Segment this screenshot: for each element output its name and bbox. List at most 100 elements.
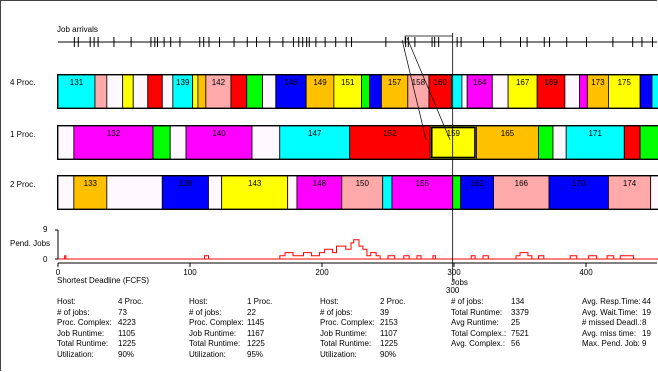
job-block[interactable] (639, 74, 653, 109)
job-id-label: 139 (176, 78, 190, 87)
job-block[interactable] (552, 125, 567, 160)
job-id-label: 147 (308, 129, 322, 138)
job-block[interactable] (287, 175, 298, 210)
job-block[interactable] (382, 175, 393, 210)
algorithm-label: Shortest Deadline (FCFS) (57, 276, 150, 285)
job-block[interactable] (461, 74, 468, 109)
job-id-label: 138 (179, 179, 193, 188)
total-runtime-value: 1225 (247, 339, 265, 349)
job-block[interactable] (536, 74, 566, 109)
job-block[interactable] (380, 74, 409, 109)
job-block[interactable] (208, 175, 223, 210)
job-block[interactable] (221, 175, 289, 210)
job-block[interactable] (476, 125, 539, 160)
job-block[interactable] (623, 125, 641, 160)
job-id-label: 169 (544, 78, 558, 87)
job-block[interactable] (608, 175, 652, 210)
job-id-label: 171 (589, 129, 603, 138)
job-block[interactable] (429, 125, 477, 160)
pend-y-max-label: 9 (43, 225, 48, 234)
jobs-label: # of jobs: (57, 307, 90, 317)
jobs-value: 39 (380, 307, 389, 317)
job-block[interactable] (565, 125, 625, 160)
total-jobs-label: # of jobs: (451, 297, 484, 306)
axis-tick-label: 100 (183, 268, 197, 277)
host-value: 2 Proc. (380, 297, 406, 306)
job-block[interactable] (169, 125, 187, 160)
job-block[interactable] (147, 74, 163, 109)
job-block[interactable] (152, 125, 171, 160)
job-id-label: 164 (473, 78, 487, 87)
job-block[interactable] (639, 125, 658, 160)
job-block[interactable] (452, 175, 461, 210)
job-block[interactable] (197, 74, 207, 109)
job-block[interactable] (349, 125, 431, 160)
job-block[interactable] (296, 175, 343, 210)
job-block[interactable] (57, 125, 75, 160)
job-block[interactable] (279, 125, 351, 160)
avg-resp-time-label: Avg. Resp.Time: (582, 297, 641, 306)
job-block[interactable] (262, 74, 277, 109)
job-block[interactable] (94, 74, 108, 109)
job-block[interactable] (57, 175, 75, 210)
job-block[interactable] (650, 175, 658, 210)
job-id-label: 151 (341, 78, 355, 87)
job-block[interactable] (161, 74, 174, 109)
jobs-value: 22 (247, 307, 256, 317)
job-block[interactable] (246, 74, 263, 109)
x-axis-unit-label: Jobs (451, 278, 468, 287)
job-id-label: 148 (313, 179, 327, 188)
job-block[interactable] (491, 74, 509, 109)
complex-label: Proc. Complex: (189, 318, 244, 328)
job-block[interactable] (230, 74, 248, 109)
job-block[interactable] (608, 74, 641, 109)
job-block[interactable] (205, 74, 232, 109)
axis-tick-label: 300 (447, 268, 461, 277)
job-block[interactable] (507, 74, 538, 109)
job-id-label: 143 (248, 179, 262, 188)
host-label: Host: (320, 297, 339, 306)
job-block[interactable] (579, 74, 588, 109)
job-block[interactable] (493, 175, 550, 210)
complex-value: 2153 (380, 318, 398, 328)
job-block[interactable] (369, 74, 382, 109)
stats-4-proc-labels: Host: # of jobs: Proc. Complex: Job Runt… (57, 297, 112, 361)
job-block[interactable] (341, 175, 384, 210)
time-cursor[interactable] (401, 33, 454, 282)
job-block[interactable] (251, 125, 281, 160)
job-block[interactable] (361, 74, 370, 109)
complex-value: 4223 (118, 318, 136, 328)
job-arrivals-timeline (58, 37, 657, 47)
utilization-label: Utilization: (320, 349, 357, 359)
avg-runtime-value: 25 (511, 318, 520, 328)
total-runtime-value: 1225 (118, 339, 136, 349)
job-block[interactable] (161, 175, 209, 210)
job-block[interactable] (391, 175, 454, 210)
job-block[interactable] (122, 74, 134, 109)
host-value: 1 Proc. (247, 297, 273, 306)
job-id-label: 132 (107, 129, 121, 138)
job-block[interactable] (564, 74, 580, 109)
job-block[interactable] (73, 175, 108, 210)
avg-resp-time-value: 44 (642, 297, 651, 306)
stats-averages-values: 44 19 8 19 9 (642, 297, 651, 350)
job-id-label: 157 (388, 78, 402, 87)
job-block[interactable] (192, 74, 199, 109)
host-label: Host: (189, 297, 208, 306)
job-block[interactable] (275, 74, 307, 109)
jobs-label: # of jobs: (320, 307, 353, 317)
job-id-label: 174 (623, 179, 637, 188)
job-block[interactable] (466, 74, 493, 109)
job-block[interactable] (106, 74, 124, 109)
job-block[interactable] (73, 125, 154, 160)
job-block[interactable] (651, 74, 658, 109)
job-block[interactable] (57, 74, 96, 109)
job-block[interactable] (132, 74, 149, 109)
job-block[interactable] (106, 175, 163, 210)
job-block[interactable] (333, 74, 363, 109)
pend-y-min-label: 0 (43, 255, 48, 264)
max-pend-job-value: 9 (642, 339, 647, 349)
job-block[interactable] (538, 125, 554, 160)
total-complex-label: Total Complex.: (451, 328, 507, 338)
